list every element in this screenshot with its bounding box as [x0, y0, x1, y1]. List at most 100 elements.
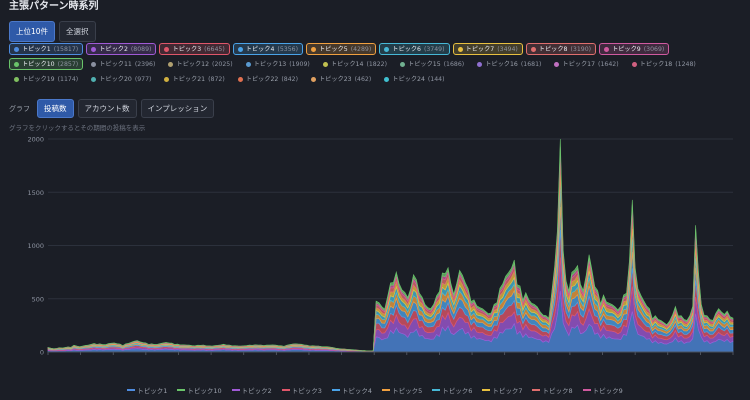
legend-item-10[interactable]: トピック9 — [582, 385, 623, 395]
topic-count: (1174) — [57, 75, 79, 83]
topic-color-dot — [530, 46, 536, 52]
topic-color-dot — [168, 61, 174, 67]
topic-label: トピック10 — [22, 60, 55, 68]
topic-chip-15[interactable]: トピック15 (1686) — [395, 58, 469, 70]
topic-chip-5[interactable]: トピック5 (4289) — [306, 43, 377, 55]
y-tick-label: 500 — [32, 295, 44, 303]
topic-count: (4289) — [350, 45, 372, 53]
legend-label: トピック2 — [241, 387, 272, 395]
topic-chip-13[interactable]: トピック13 (1909) — [241, 58, 315, 70]
topic-count: (3190) — [570, 45, 592, 53]
topic-color-dot — [237, 46, 243, 52]
legend-item-2[interactable]: トピック10 — [177, 385, 222, 395]
legend-item-3[interactable]: トピック2 — [231, 385, 272, 395]
topic-chip-18[interactable]: トピック18 (1248) — [627, 58, 701, 70]
accounts-metric-button[interactable]: アカウント数 — [77, 99, 137, 118]
topic-color-dot — [14, 46, 19, 52]
topic-chip-19[interactable]: トピック19 (1174) — [9, 73, 83, 85]
topic-label: トピック3 — [172, 45, 202, 53]
topic-color-dot — [91, 76, 97, 82]
graph-label: グラフ — [9, 104, 30, 113]
topic-count: (1686) — [443, 60, 465, 68]
legend-label: トピック8 — [542, 387, 573, 395]
legend-item-1[interactable]: トピック1 — [127, 385, 167, 395]
topic-color-dot — [554, 61, 560, 67]
topic-count: (842) — [281, 75, 298, 83]
legend-label: トピック5 — [392, 387, 423, 395]
topic-label: トピック15 — [408, 60, 441, 68]
legend-label: トピック1 — [137, 387, 168, 395]
chart-legend: トピック1 トピック10 トピック2 トピック3 トピック4 トピック5 トピック6 トピック… — [0, 385, 750, 395]
topic-chip-22[interactable]: トピック22 (842) — [233, 73, 303, 85]
topic-chip-3[interactable]: トピック3 (6645) — [159, 43, 230, 55]
topic-color-dot — [245, 61, 251, 67]
legend-swatch — [281, 389, 290, 391]
topic-chip-14[interactable]: トピック14 (1822) — [318, 58, 392, 70]
topic-chip-16[interactable]: トピック16 (1681) — [472, 58, 546, 70]
topic-count: (5356) — [277, 45, 298, 53]
y-tick-label: 2000 — [27, 136, 44, 144]
legend-swatch — [432, 389, 441, 391]
topic-color-dot — [91, 61, 97, 67]
topic-count: (3494) — [497, 45, 518, 53]
topic-chip-2[interactable]: トピック2 (8089) — [86, 43, 157, 55]
topic-chip-20[interactable]: トピック20 (977) — [86, 73, 156, 85]
topic-count: (1822) — [366, 60, 388, 68]
topic-chip-9[interactable]: トピック9 (3069) — [599, 43, 670, 55]
topic-chip-17[interactable]: トピック17 (1642) — [549, 58, 623, 70]
topic-count: (2025) — [212, 60, 233, 68]
topic-chip-12[interactable]: トピック12 (2025) — [163, 58, 237, 70]
top10-tab[interactable]: 上位10件 — [9, 21, 56, 42]
topic-chip-10[interactable]: トピック10 (2857) — [9, 58, 84, 70]
impressions-metric-button[interactable]: インプレッション — [140, 99, 215, 118]
topic-chip-4[interactable]: トピック4 (5356) — [232, 43, 303, 55]
legend-label: トピック9 — [592, 387, 623, 395]
topic-label: トピック19 — [22, 75, 55, 83]
legend-label: トピック10 — [187, 387, 222, 395]
topic-chip-23[interactable]: トピック23 (462) — [306, 73, 376, 85]
topic-count: (1248) — [675, 60, 696, 68]
graph-controls: グラフ 投稿数 アカウント数 インプレッション — [9, 99, 215, 118]
topic-chip-7[interactable]: トピック7 (3494) — [452, 43, 523, 55]
y-tick-label: 0 — [40, 349, 44, 357]
legend-swatch — [532, 389, 541, 391]
stacked-area-chart[interactable]: 0 500 1000 1500 2000 — [0, 134, 750, 382]
topic-chip-21[interactable]: トピック21 (872) — [159, 73, 229, 85]
topic-label: トピック2 — [99, 45, 128, 53]
chart-hint: グラフをクリックするとその期間の投稿を表示 — [9, 124, 146, 132]
posts-metric-button[interactable]: 投稿数 — [37, 99, 74, 118]
topic-chip-24[interactable]: トピック24 (144) — [379, 73, 449, 85]
legend-item-6[interactable]: トピック5 — [382, 385, 422, 395]
legend-swatch — [331, 389, 340, 391]
legend-item-4[interactable]: トピック3 — [281, 385, 322, 395]
page-title: 主張パターン時系列 — [9, 1, 99, 12]
topic-label: トピック14 — [330, 60, 364, 68]
legend-item-7[interactable]: トピック6 — [432, 385, 472, 395]
topic-color-dot — [477, 61, 483, 67]
topic-chip-11[interactable]: トピック11 (2396) — [86, 58, 160, 70]
y-tick-label: 1000 — [27, 242, 44, 250]
topic-label: トピック13 — [253, 60, 287, 68]
select-all-tab[interactable]: 全選択 — [59, 21, 96, 42]
topic-label: トピック21 — [172, 75, 206, 83]
topic-color-dot — [311, 46, 316, 52]
topic-count: (462) — [354, 75, 372, 83]
legend-label: トピック4 — [341, 387, 373, 395]
topic-count: (1681) — [520, 60, 542, 68]
legend-swatch — [382, 389, 391, 391]
topic-label: トピック16 — [485, 60, 518, 68]
topic-label: トピック23 — [319, 75, 352, 83]
legend-item-9[interactable]: トピック8 — [532, 385, 573, 395]
legend-swatch — [582, 389, 591, 391]
topic-chip-6[interactable]: トピック6 (3749) — [379, 43, 450, 55]
area-series-10[interactable] — [47, 138, 734, 352]
legend-item-5[interactable]: トピック4 — [331, 385, 373, 395]
legend-item-8[interactable]: トピック7 — [482, 385, 522, 395]
topic-chip-1[interactable]: トピック1 (15817) — [9, 43, 84, 55]
topic-count: (977) — [134, 75, 152, 83]
topic-chip-8[interactable]: トピック8 (3190) — [525, 43, 597, 55]
topic-label: トピック5 — [319, 45, 348, 53]
topic-label: トピック11 — [99, 60, 132, 68]
legend-label: トピック3 — [291, 387, 322, 395]
topic-count: (144) — [427, 75, 445, 83]
